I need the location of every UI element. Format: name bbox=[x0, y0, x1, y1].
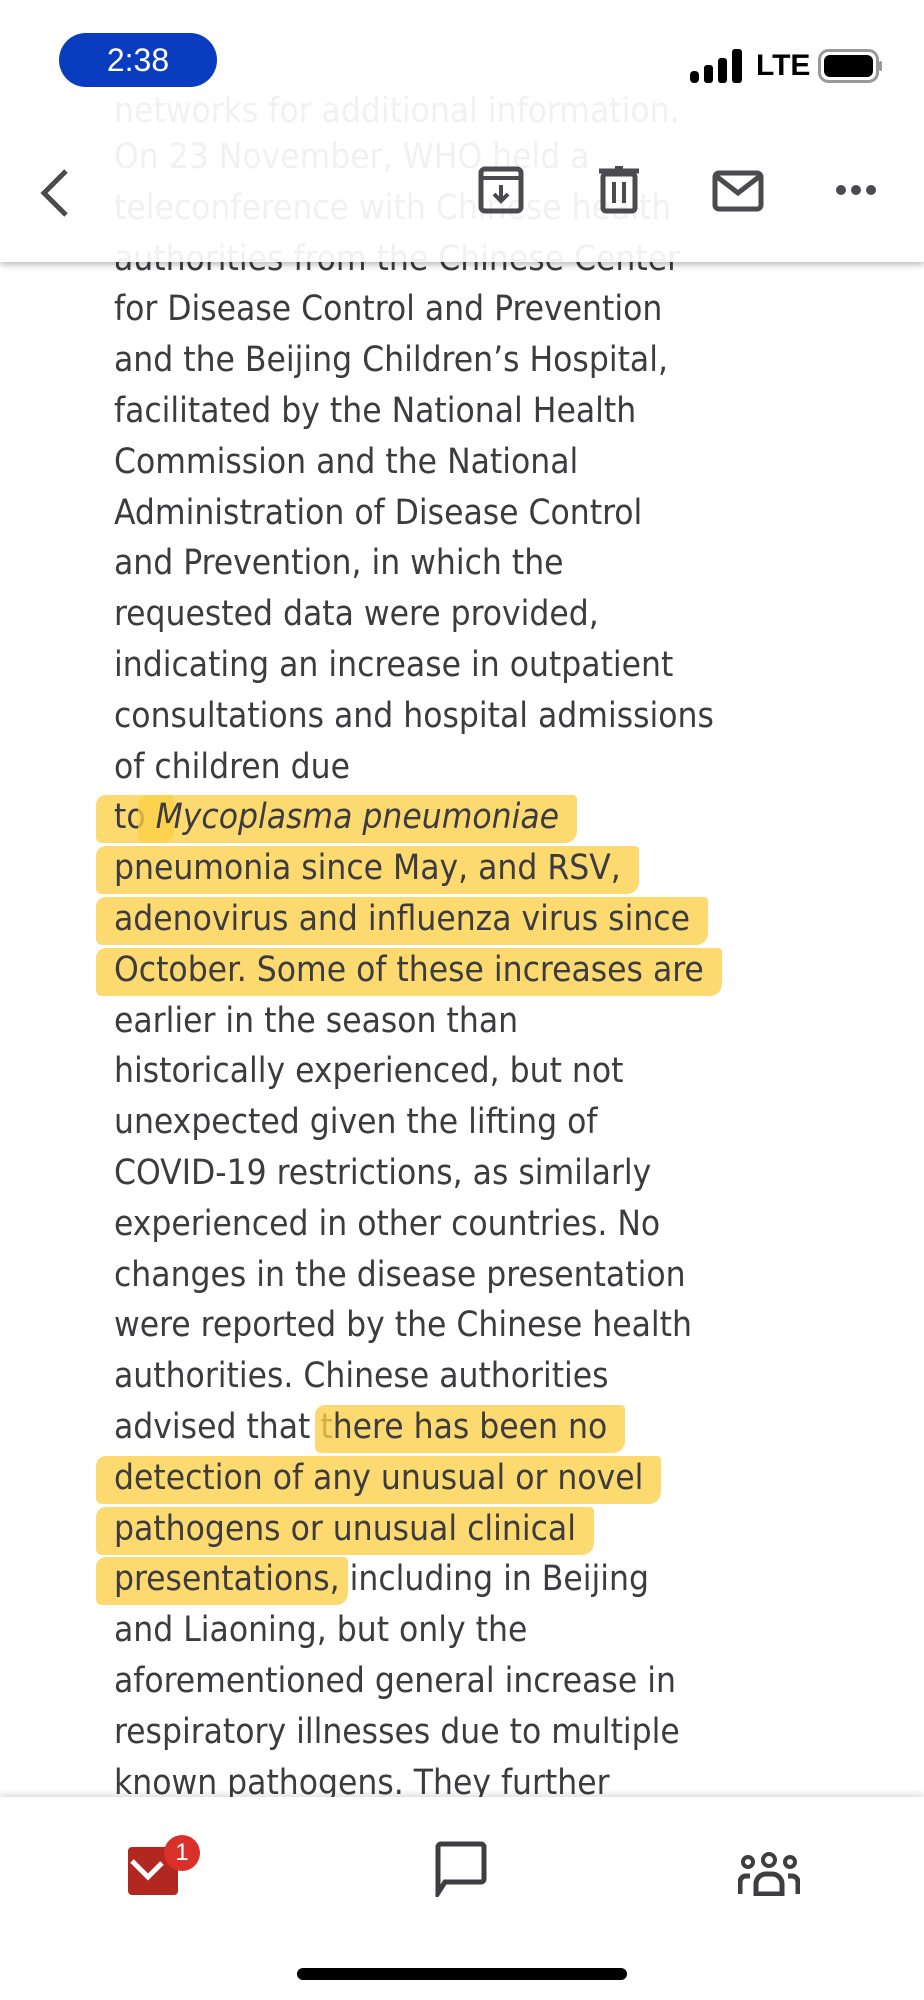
text-segment: and the Beijing Children’s Hospital, bbox=[114, 340, 668, 381]
more-icon[interactable] bbox=[835, 184, 877, 196]
text-line: for Disease Control and Prevention bbox=[114, 284, 914, 335]
text-segment: facilitated by the National Health bbox=[114, 390, 637, 431]
text-segment: COVID-19 restrictions, as similarly bbox=[114, 1152, 652, 1193]
text-line: adenovirus and influenza virus since bbox=[96, 894, 914, 945]
text-line: consultations and hospital admissions bbox=[114, 691, 914, 742]
text-segment: respiratory illnesses due to multiple bbox=[114, 1711, 680, 1752]
text-line: requested data were provided, bbox=[114, 589, 914, 640]
trash-icon[interactable] bbox=[598, 166, 640, 214]
text-line: indicating an increase in outpatient bbox=[114, 640, 914, 691]
text-line: October. Some of these increases are bbox=[96, 945, 914, 996]
text-segment: experienced in other countries. No bbox=[114, 1203, 661, 1244]
chat-icon[interactable] bbox=[435, 1841, 487, 1897]
text-line: to Mycoplasma pneumoniae bbox=[96, 792, 914, 844]
back-chevron-icon[interactable] bbox=[38, 168, 72, 218]
text-segment: earlier in the season than bbox=[114, 1000, 519, 1041]
text-line: earlier in the season than bbox=[114, 996, 914, 1047]
top-toolbar: 2:38 LTE bbox=[0, 0, 924, 262]
status-indicators: LTE bbox=[690, 44, 884, 88]
highlighted-text: here has been no bbox=[314, 1404, 626, 1453]
text-segment: changes in the disease presentation bbox=[114, 1254, 686, 1295]
text-line: experienced in other countries. No bbox=[114, 1199, 914, 1250]
text-line: presentations, including in Beijing bbox=[96, 1554, 914, 1606]
highlighted-text: presentations bbox=[96, 1557, 348, 1606]
text-line: and Prevention, in which the bbox=[114, 538, 914, 589]
text-segment: indicating an increase in outpatient bbox=[114, 644, 674, 685]
highlighted-text: adenovirus and influenza virus since bbox=[96, 896, 708, 945]
text-line: changes in the disease presentation bbox=[114, 1250, 914, 1301]
text-segment: advised that t bbox=[114, 1406, 333, 1447]
text-line: of children due bbox=[114, 742, 914, 793]
text-line: aforementioned general increase in bbox=[114, 1656, 914, 1707]
text-line: and the Beijing Children’s Hospital, bbox=[114, 335, 914, 386]
paragraph: On 23 November, WHO held ateleconference… bbox=[96, 132, 914, 1809]
unread-badge: 1 bbox=[164, 1835, 200, 1871]
text-line: and Liaoning, but only the bbox=[114, 1605, 914, 1656]
text-segment: , including in Beijing bbox=[329, 1559, 649, 1600]
text-line: historically experienced, but not bbox=[114, 1046, 914, 1097]
highlighted-text: pathogens or unusual clinical bbox=[96, 1506, 594, 1555]
highlighted-text: detection of any unusual or novel bbox=[96, 1455, 662, 1504]
highlighted-text: October. Some of these increases are bbox=[96, 947, 722, 996]
text-line: pneumonia since May, and RSV, bbox=[96, 843, 914, 895]
text-segment: and Prevention, in which the bbox=[114, 543, 564, 584]
text-segment: of children due bbox=[114, 746, 350, 787]
text-segment: and Liaoning, but only the bbox=[114, 1610, 528, 1651]
bottom-tab-bar: 1 bbox=[0, 1797, 924, 2000]
text-line: facilitated by the National Health bbox=[114, 386, 914, 437]
text-segment: Administration of Disease Control bbox=[114, 492, 643, 533]
text-line: were reported by the Chinese health bbox=[114, 1300, 914, 1351]
text-line: authorities. Chinese authorities bbox=[114, 1351, 914, 1402]
archive-icon[interactable] bbox=[478, 166, 524, 214]
text-segment: Commission and the National bbox=[114, 441, 579, 482]
text-segment: historically experienced, but not bbox=[114, 1051, 624, 1092]
text-line: Commission and the National bbox=[114, 437, 914, 488]
text-segment: for Disease Control and Prevention bbox=[114, 289, 663, 330]
battery-icon bbox=[818, 49, 883, 83]
people-icon[interactable] bbox=[738, 1852, 800, 1896]
text-line: COVID-19 restrictions, as similarly bbox=[114, 1148, 914, 1199]
text-line: known pathogens. They further bbox=[114, 1758, 914, 1809]
home-indicator[interactable] bbox=[297, 1968, 627, 1980]
text-line: Administration of Disease Control bbox=[114, 488, 914, 539]
text-line: respiratory illnesses due to multiple bbox=[114, 1707, 914, 1758]
text-segment: unexpected given the lifting of bbox=[114, 1102, 598, 1143]
status-time: 2:38 bbox=[59, 33, 217, 87]
text-segment: requested data were provided, bbox=[114, 594, 599, 635]
text-line: pathogens or unusual clinical bbox=[96, 1504, 914, 1555]
highlighted-text: pneumonia since May, and RSV, bbox=[96, 846, 639, 895]
network-type: LTE bbox=[756, 49, 811, 82]
text-segment: authorities. Chinese authorities bbox=[114, 1356, 609, 1397]
text-segment: consultations and hospital admissions bbox=[114, 695, 714, 736]
tab-mail[interactable]: 1 bbox=[120, 1835, 210, 1907]
text-line: advised that there has been no bbox=[114, 1402, 914, 1453]
signal-icon bbox=[690, 49, 742, 83]
email-body: networks for additional information.On 2… bbox=[96, 90, 914, 1809]
text-segment: known pathogens. They further bbox=[114, 1762, 610, 1803]
text-segment: aforementioned general increase in bbox=[114, 1660, 676, 1701]
mail-icon[interactable] bbox=[712, 170, 764, 212]
text-line: detection of any unusual or novel bbox=[96, 1453, 914, 1504]
text-segment: were reported by the Chinese health bbox=[114, 1305, 692, 1346]
text-line: unexpected given the lifting of bbox=[114, 1097, 914, 1148]
highlighted-text: Mycoplasma pneumoniae bbox=[137, 795, 578, 844]
